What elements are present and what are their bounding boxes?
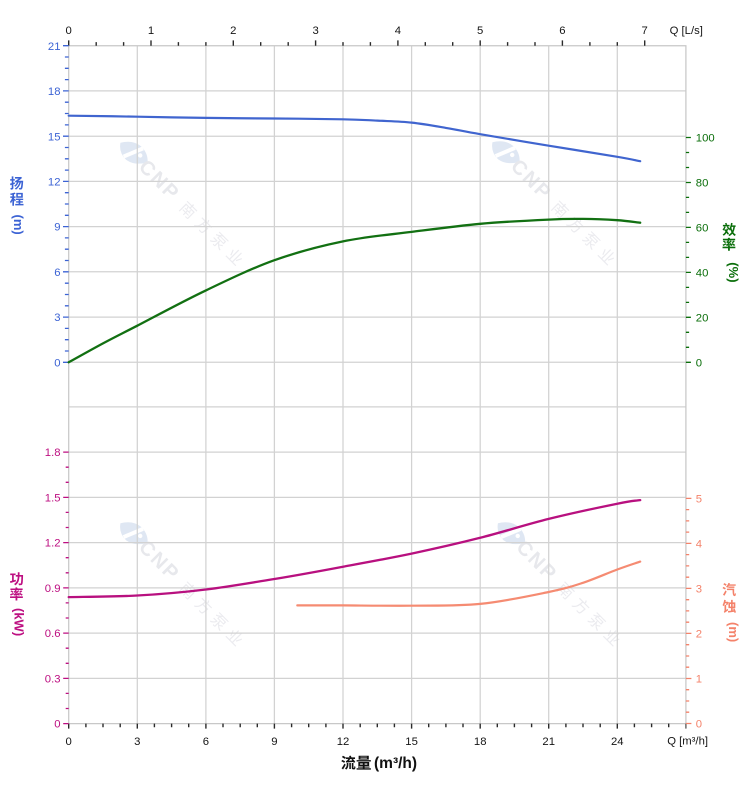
svg-text:0.3: 0.3 bbox=[45, 674, 61, 686]
svg-text:15: 15 bbox=[405, 736, 418, 748]
svg-text:2: 2 bbox=[696, 629, 702, 641]
svg-text:4: 4 bbox=[395, 25, 401, 37]
svg-text:21: 21 bbox=[48, 41, 61, 53]
svg-text:12: 12 bbox=[337, 736, 350, 748]
svg-text:0: 0 bbox=[66, 736, 72, 748]
svg-text:9: 9 bbox=[271, 736, 277, 748]
svg-text:1.8: 1.8 bbox=[45, 447, 61, 459]
svg-text:0: 0 bbox=[54, 719, 60, 731]
svg-text:24: 24 bbox=[611, 736, 624, 748]
svg-text:15: 15 bbox=[48, 131, 61, 143]
svg-text:18: 18 bbox=[48, 86, 61, 98]
svg-text:(kW): (kW) bbox=[11, 608, 26, 636]
svg-text:6: 6 bbox=[559, 25, 565, 37]
svg-text:0.6: 0.6 bbox=[45, 628, 61, 640]
svg-text:20: 20 bbox=[696, 312, 709, 324]
svg-text:(%): (%) bbox=[726, 262, 741, 282]
svg-text:1: 1 bbox=[696, 674, 702, 686]
svg-text:18: 18 bbox=[474, 736, 487, 748]
svg-text:3: 3 bbox=[696, 584, 702, 596]
svg-text:6: 6 bbox=[54, 267, 60, 279]
svg-text:3: 3 bbox=[312, 25, 318, 37]
svg-text:21: 21 bbox=[542, 736, 555, 748]
svg-text:6: 6 bbox=[203, 736, 209, 748]
svg-text:3: 3 bbox=[134, 736, 140, 748]
svg-text:1: 1 bbox=[148, 25, 154, 37]
svg-text:1.2: 1.2 bbox=[45, 538, 61, 550]
svg-text:0.9: 0.9 bbox=[45, 583, 61, 595]
svg-text:(m): (m) bbox=[11, 215, 26, 235]
svg-text:0: 0 bbox=[696, 719, 702, 731]
svg-text:(m³/h): (m³/h) bbox=[374, 755, 417, 772]
svg-text:40: 40 bbox=[696, 268, 709, 280]
svg-text:80: 80 bbox=[696, 178, 709, 190]
svg-text:7: 7 bbox=[642, 25, 648, 37]
svg-text:12: 12 bbox=[48, 177, 61, 189]
svg-text:0: 0 bbox=[696, 357, 702, 369]
svg-text:3: 3 bbox=[54, 312, 60, 324]
svg-text:0: 0 bbox=[66, 25, 72, 37]
svg-text:100: 100 bbox=[696, 133, 715, 145]
svg-text:2: 2 bbox=[230, 25, 236, 37]
svg-text:9: 9 bbox=[54, 222, 60, 234]
svg-text:5: 5 bbox=[477, 25, 483, 37]
svg-text:5: 5 bbox=[696, 494, 702, 506]
svg-text:60: 60 bbox=[696, 223, 709, 235]
svg-text:Q [L/s]: Q [L/s] bbox=[670, 25, 703, 37]
svg-text:4: 4 bbox=[696, 539, 702, 551]
svg-text:1.5: 1.5 bbox=[45, 493, 61, 505]
svg-text:0: 0 bbox=[54, 357, 60, 369]
svg-text:(m): (m) bbox=[726, 622, 741, 642]
svg-text:Q [m³/h]: Q [m³/h] bbox=[667, 735, 708, 747]
